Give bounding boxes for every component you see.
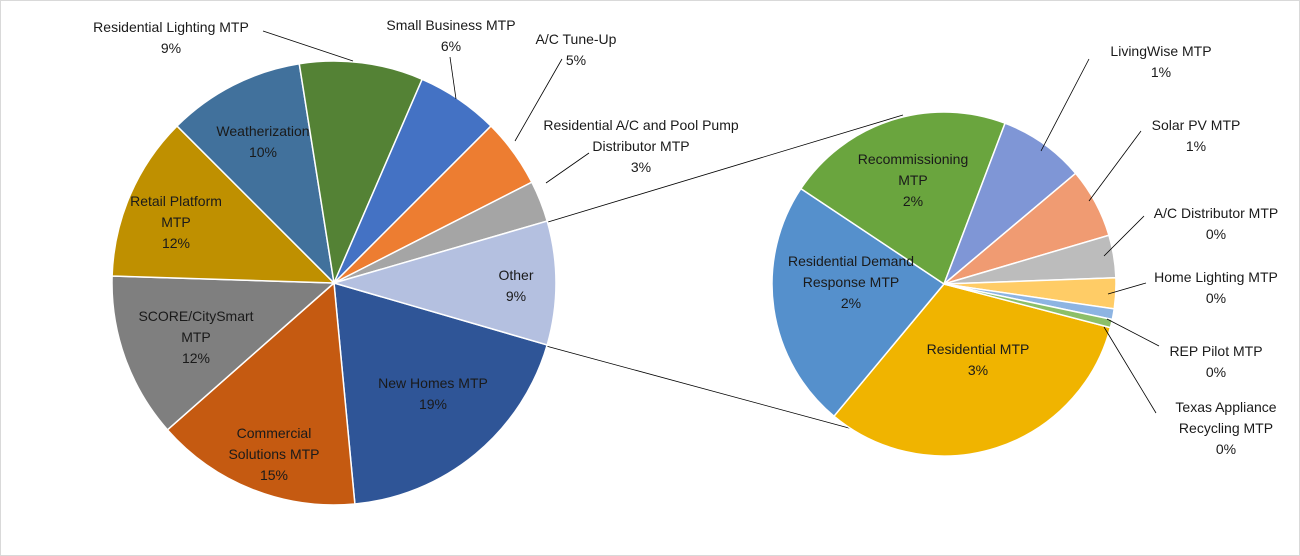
slice-percent: 10%: [248, 144, 278, 160]
slice-label: Small Business MTP 6%: [376, 15, 526, 57]
slice-percent: 0%: [1215, 441, 1237, 457]
slice-name: Residential MTP: [926, 341, 1030, 357]
slice-label: Other 9%: [476, 265, 556, 307]
connector-line: [545, 345, 872, 435]
slice-label: Home Lighting MTP 0%: [1136, 267, 1296, 309]
slice-label: Solar PV MTP 1%: [1141, 115, 1251, 157]
slice-name: New Homes MTP: [378, 375, 488, 391]
slice-label: A/C Tune-Up 5%: [521, 29, 631, 71]
leader-line: [449, 56, 457, 100]
slice-label: Weatherization 10%: [198, 121, 328, 163]
slice-percent: 12%: [181, 350, 211, 366]
slice-name: Residential Demand Response MTP: [787, 253, 915, 290]
slice-label: REP Pilot MTP 0%: [1156, 341, 1276, 383]
slice-percent: 2%: [902, 193, 924, 209]
pie-slice: [111, 275, 336, 431]
leader-line: [1103, 215, 1145, 257]
slice-name: REP Pilot MTP: [1169, 343, 1263, 359]
slice-label: SCORE/CitySmart MTP 12%: [131, 306, 261, 369]
slice-percent: 6%: [440, 38, 462, 54]
pie-slice: [771, 187, 946, 418]
slice-label: Texas Appliance Recycling MTP 0%: [1161, 397, 1291, 460]
leader-line: [1103, 326, 1157, 414]
slice-name: Texas Appliance Recycling MTP: [1175, 399, 1277, 436]
slice-label: Residential MTP 3%: [923, 339, 1033, 381]
slice-label: Residential Lighting MTP 9%: [71, 17, 271, 59]
slice-percent: 9%: [505, 288, 527, 304]
slice-name: Commercial Solutions MTP: [228, 425, 320, 462]
slice-label: Residential Demand Response MTP 2%: [786, 251, 916, 314]
pie-slice: [942, 122, 1077, 287]
pie-slice: [333, 281, 549, 505]
slice-percent: 5%: [565, 52, 587, 68]
slice-name: A/C Distributor MTP: [1153, 205, 1279, 221]
slice-name: A/C Tune-Up: [535, 31, 617, 47]
pie-slice: [832, 283, 1112, 457]
slice-name: SCORE/CitySmart MTP: [138, 308, 254, 345]
slice-percent: 0%: [1205, 364, 1227, 380]
slice-percent: 9%: [160, 40, 182, 56]
slice-label: Retail Platform MTP 12%: [121, 191, 231, 254]
connector-line: [547, 114, 904, 223]
leader-line: [262, 30, 354, 62]
pie-slice: [943, 283, 1114, 329]
slice-label: LivingWise MTP 1%: [1101, 41, 1221, 83]
slice-label: New Homes MTP 19%: [363, 373, 503, 415]
leader-line: [1107, 282, 1147, 295]
slice-percent: 3%: [630, 159, 652, 175]
slice-name: Home Lighting MTP: [1154, 269, 1278, 285]
slice-name: Weatherization: [216, 123, 310, 139]
slice-name: Residential A/C and Pool Pump Distributo…: [543, 117, 739, 154]
slice-percent: 1%: [1150, 64, 1172, 80]
slice-name: Recommissioning MTP: [857, 151, 969, 188]
slice-name: LivingWise MTP: [1110, 43, 1212, 59]
slice-percent: 0%: [1205, 290, 1227, 306]
pie-slice: [175, 62, 336, 286]
leader-line: [514, 58, 563, 142]
leader-line: [1040, 58, 1090, 152]
leader-line: [1088, 130, 1142, 202]
slice-percent: 1%: [1185, 138, 1207, 154]
pie-slice: [331, 220, 557, 346]
slice-percent: 2%: [840, 295, 862, 311]
slice-percent: 3%: [967, 362, 989, 378]
slice-name: Retail Platform MTP: [130, 193, 222, 230]
slice-name: Residential Lighting MTP: [93, 19, 249, 35]
slice-percent: 15%: [259, 467, 289, 483]
leader-line: [545, 152, 590, 184]
slice-label: A/C Distributor MTP 0%: [1136, 203, 1296, 245]
slice-percent: 12%: [161, 235, 191, 251]
slice-percent: 19%: [418, 396, 448, 412]
slice-label: Commercial Solutions MTP 15%: [214, 423, 334, 486]
slice-name: Small Business MTP: [386, 17, 516, 33]
slice-percent: 0%: [1205, 226, 1227, 242]
pie-slice: [111, 124, 336, 284]
slice-name: Solar PV MTP: [1151, 117, 1241, 133]
pie-slice: [166, 281, 356, 506]
slice-label: Recommissioning MTP 2%: [848, 149, 978, 212]
slice-label: Residential A/C and Pool Pump Distributo…: [534, 115, 749, 178]
pie-slice: [298, 60, 424, 286]
slice-name: Other: [498, 267, 534, 283]
leader-line: [1106, 318, 1160, 347]
pie-slice: [799, 111, 1007, 286]
